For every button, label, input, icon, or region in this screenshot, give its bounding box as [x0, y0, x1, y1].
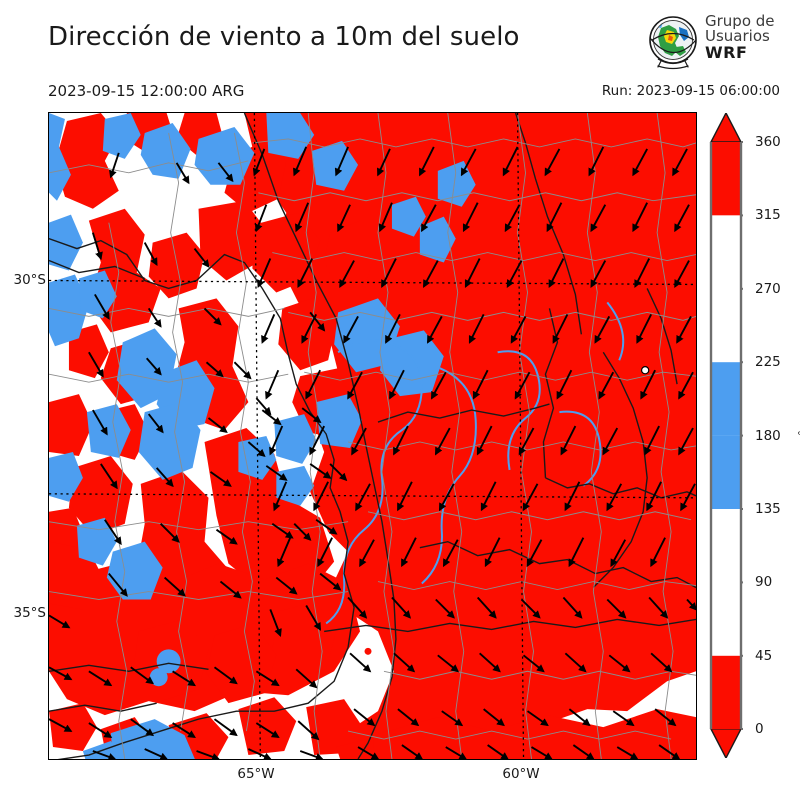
colorbar-tick-315: 315: [755, 207, 781, 223]
colorbar[interactable]: 360 315 270 225 180 135 90 45 0 °: [709, 113, 800, 758]
wrf-globe-emblem-icon: [649, 16, 697, 70]
logo-line-2: Usuarios: [705, 27, 770, 46]
colorbar-tick-270: 270: [755, 281, 781, 297]
xtick-label-65w: 65°W: [237, 766, 275, 782]
colorbar-tick-180: 180: [755, 428, 781, 444]
colorbar-tick-90: 90: [755, 574, 773, 590]
ytick-label-30s: 30°S: [13, 272, 47, 288]
logo-line-1: Grupo de: [705, 12, 775, 30]
colorbar-unit-label: °: [797, 429, 800, 443]
wrf-user-group-logo: Grupo de Usuarios WRF: [645, 12, 795, 74]
colorbar-tick-0: 0: [755, 721, 764, 737]
colorbar-tick-360: 360: [755, 134, 781, 150]
ytick-label-35s: 35°S: [13, 605, 47, 621]
colorbar-tick-45: 45: [755, 648, 773, 664]
colorbar-tick-225: 225: [755, 354, 781, 370]
run-time-label: Run: 2023-09-15 06:00:00: [601, 83, 780, 99]
map-plot-area[interactable]: [48, 112, 697, 760]
valid-time-label: 2023-09-15 12:00:00 ARG: [48, 82, 245, 100]
logo-line-3: WRF: [705, 42, 748, 62]
wind-direction-field: [49, 113, 696, 759]
colorbar-gradient: [709, 113, 743, 758]
colorbar-tick-135: 135: [755, 501, 781, 517]
xtick-label-60w: 60°W: [502, 766, 540, 782]
page-title: Dirección de viento a 10m del suelo: [48, 22, 520, 52]
logo-text-block: Grupo de Usuarios WRF: [705, 12, 775, 62]
